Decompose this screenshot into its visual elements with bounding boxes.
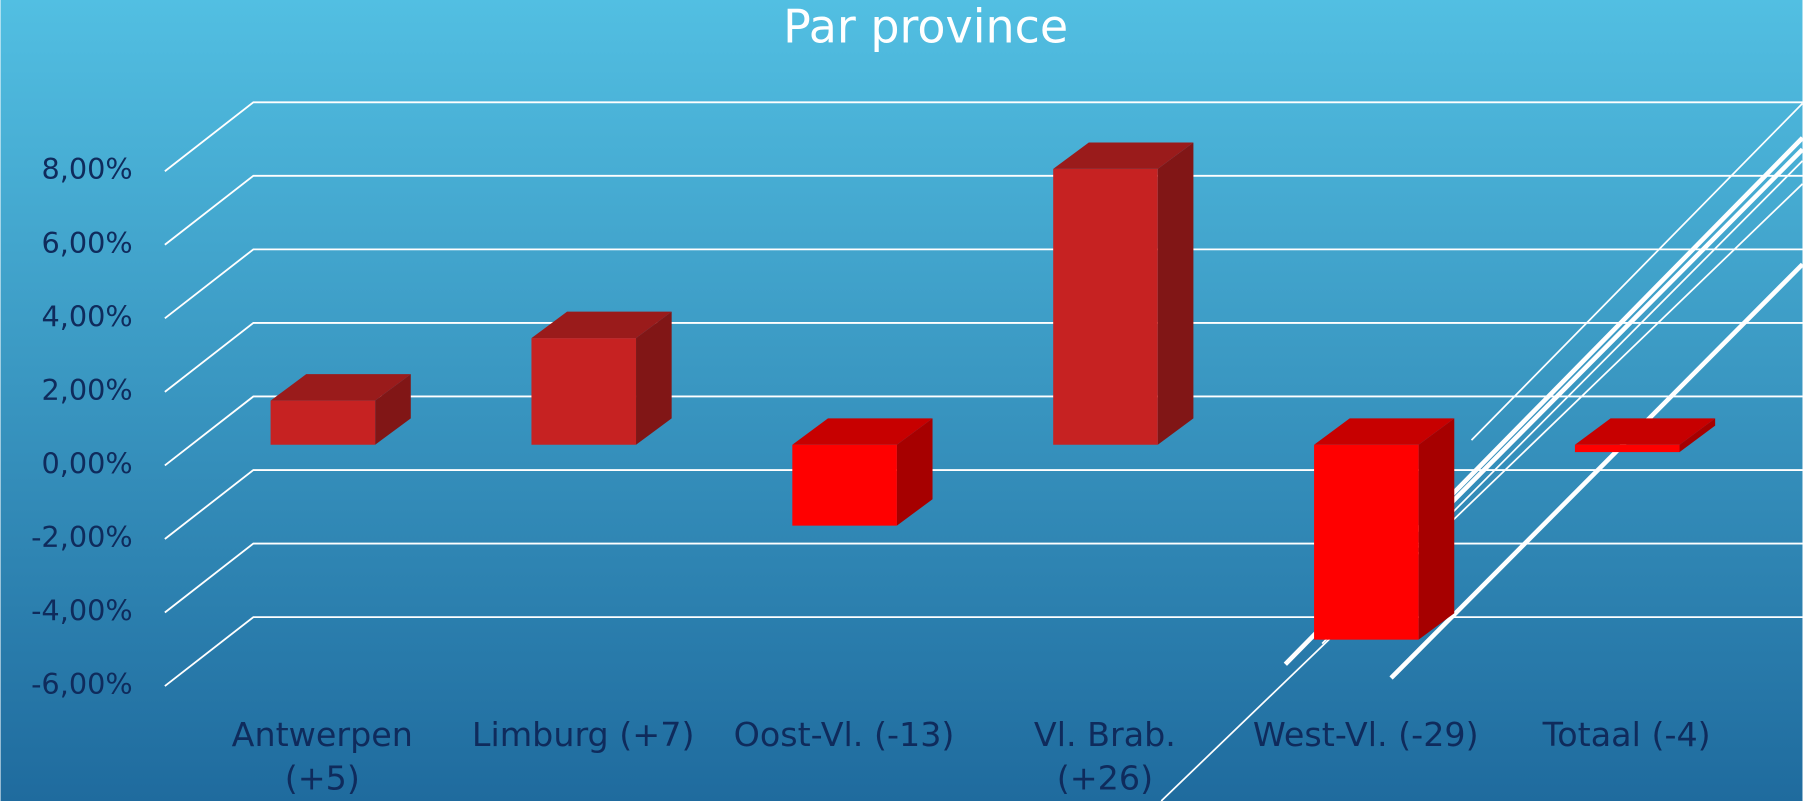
grid-line xyxy=(164,469,1803,540)
bar xyxy=(270,374,411,445)
bar-side xyxy=(375,374,411,445)
bar-front xyxy=(1574,444,1680,453)
x-tick-label-box: Vl. Brab. (+26) xyxy=(1033,714,1176,798)
grid-line xyxy=(164,616,1803,687)
bar-top xyxy=(1314,418,1455,445)
bar-side xyxy=(1157,142,1194,445)
bar xyxy=(1574,418,1716,453)
bar-top xyxy=(270,374,411,401)
bar-side xyxy=(1679,418,1716,453)
bar-side xyxy=(896,418,933,526)
x-tick-label-box: West-Vl. (-29) xyxy=(1252,714,1479,754)
x-tick-label-box: Oost-Vl. (-13) xyxy=(733,714,955,754)
bar-front xyxy=(1053,168,1158,445)
bar-top xyxy=(1053,142,1194,169)
y-tick-label: -4,00% xyxy=(31,594,133,628)
bar-side xyxy=(636,311,672,445)
x-tick-label-box: Limburg (+7) xyxy=(471,714,695,754)
bar-front xyxy=(792,444,897,526)
bar-top xyxy=(1574,418,1716,445)
x-tick-label-box: Totaal (-4) xyxy=(1542,714,1711,754)
y-tick-label: 6,00% xyxy=(41,226,132,260)
x-tick-label: Limburg (+7) xyxy=(471,714,695,754)
bar-top xyxy=(531,311,672,339)
x-tick-label-box: Antwerpen (+5) xyxy=(231,714,413,798)
y-tick-label: 2,00% xyxy=(41,373,132,407)
grid-line xyxy=(164,248,1803,320)
y-tick-label: 0,00% xyxy=(41,446,132,480)
grid-line xyxy=(164,542,1803,614)
x-tick-label: Oost-Vl. (-13) xyxy=(733,714,955,754)
bar xyxy=(1314,418,1455,640)
y-tick-label: 8,00% xyxy=(41,152,132,186)
grid-line xyxy=(164,101,1803,172)
grid-line xyxy=(164,322,1803,393)
bar-front xyxy=(1314,444,1419,640)
grid-line xyxy=(164,174,1803,246)
x-tick-label: Antwerpen (+5) xyxy=(231,714,413,798)
y-tick-label: 4,00% xyxy=(41,299,132,333)
x-tick-label: Vl. Brab. (+26) xyxy=(1033,714,1176,798)
chart-title: Par province xyxy=(783,0,1068,53)
y-tick-label: -6,00% xyxy=(31,667,133,701)
bar-front xyxy=(270,400,376,445)
grid-line xyxy=(164,395,1803,467)
bar-top xyxy=(792,418,933,445)
x-tick-label: Totaal (-4) xyxy=(1542,714,1711,754)
bar-front xyxy=(531,338,637,445)
y-tick-label: -2,00% xyxy=(31,520,133,554)
bar-side xyxy=(1418,418,1455,640)
bar xyxy=(792,418,933,526)
bar xyxy=(1053,142,1194,445)
bar xyxy=(531,311,672,445)
x-tick-label: West-Vl. (-29) xyxy=(1252,714,1479,754)
